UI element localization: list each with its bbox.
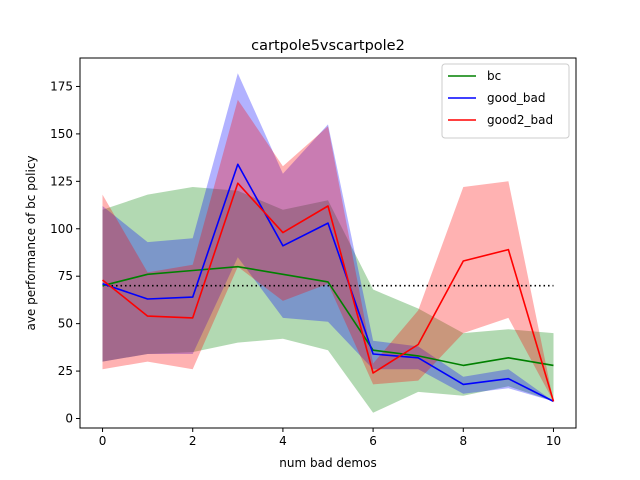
- x-tick-label: 6: [369, 434, 377, 448]
- x-tick-label: 0: [99, 434, 107, 448]
- y-tick-label: 0: [65, 412, 73, 426]
- y-tick-label: 100: [50, 222, 73, 236]
- legend-label-bc: bc: [487, 69, 501, 83]
- x-axis-label: num bad demos: [279, 456, 376, 470]
- y-tick-label: 175: [50, 79, 73, 93]
- band-good2_bad: [102, 99, 554, 402]
- y-axis-ticks: 0 25 50 75 100 125 150 175: [50, 79, 80, 426]
- band-good_bad: [102, 73, 554, 402]
- band-bc: [102, 187, 554, 413]
- y-tick-label: 25: [58, 364, 73, 378]
- legend-label-good_bad: good_bad: [487, 91, 546, 105]
- legend: bc good_bad good2_bad: [441, 63, 570, 139]
- line-bc: [102, 265, 554, 367]
- chart-title: cartpole5vscartpole2: [251, 38, 405, 54]
- y-tick-label: 75: [58, 269, 73, 283]
- x-tick-label: 4: [279, 434, 287, 448]
- legend-label-good2_bad: good2_bad: [487, 113, 553, 127]
- series-lines: [102, 163, 555, 403]
- x-tick-label: 10: [546, 434, 561, 448]
- plot-frame: [79, 57, 577, 429]
- y-tick-label: 125: [50, 174, 73, 188]
- y-tick-label: 150: [50, 127, 73, 141]
- y-axis-label: ave performance of bc policy: [24, 155, 38, 330]
- x-tick-label: 8: [459, 434, 467, 448]
- line-good_bad: [102, 163, 554, 403]
- confidence-bands: [102, 73, 554, 413]
- line-good2_bad: [102, 182, 555, 402]
- x-axis-ticks: 0 2 4 6 8 10: [99, 428, 561, 448]
- x-tick-label: 2: [189, 434, 197, 448]
- y-tick-label: 50: [58, 317, 73, 331]
